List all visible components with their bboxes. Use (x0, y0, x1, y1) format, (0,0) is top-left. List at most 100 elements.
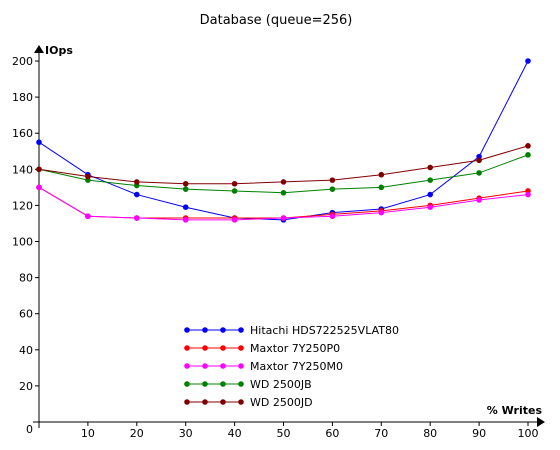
data-point (378, 184, 385, 191)
legend-swatch-marker (238, 399, 244, 405)
y-tick-label: 80 (19, 272, 33, 285)
legend-swatch-marker (238, 345, 244, 351)
axis-ticks: 20 40 60 80 100 120 140 160 180 200 0 10 20 30 40 50 60 7… (12, 55, 539, 440)
y-tick-label: 160 (12, 127, 33, 140)
data-point (476, 197, 482, 203)
x-tick-label: 20 (130, 427, 144, 440)
x-tick-label: 60 (325, 427, 339, 440)
y-tick-label: 200 (12, 55, 33, 68)
x-tick-label: 90 (472, 427, 486, 440)
series-layer (36, 58, 531, 223)
data-point (134, 215, 140, 221)
data-point (280, 215, 287, 221)
data-point (36, 139, 42, 146)
x-tick-label: 10 (81, 427, 95, 440)
legend-label: Maxtor 7Y250P0 (250, 342, 340, 355)
data-point (36, 166, 42, 173)
data-point (525, 152, 531, 158)
legend-swatch-marker (184, 363, 190, 369)
legend-item: WD 2500JD (184, 396, 313, 409)
x-tick-label: 50 (277, 427, 291, 440)
x-axis-arrow (537, 417, 545, 427)
legend-swatch-marker (184, 327, 190, 333)
series-wd-2500jd (36, 143, 531, 187)
data-point (182, 204, 189, 211)
chart-title: Database (queue=256) (200, 13, 353, 28)
data-point (378, 171, 385, 178)
y-tick-label: 120 (12, 199, 33, 212)
data-point (427, 177, 434, 183)
data-point (476, 157, 482, 164)
x-tick-label: 30 (179, 427, 193, 440)
y-tick-label: 60 (19, 308, 33, 321)
y-tick-label: 100 (12, 236, 33, 249)
y-tick-label: 180 (12, 91, 33, 104)
series-hitachi-hds722525vlat80 (36, 58, 531, 223)
data-point (476, 170, 482, 176)
data-point (231, 180, 238, 187)
x-tick-label: 40 (228, 427, 242, 440)
legend-swatch-marker (220, 363, 226, 369)
data-point (85, 173, 91, 180)
data-point (329, 177, 336, 183)
legend-item: Maxtor 7Y250P0 (184, 342, 340, 355)
legend-swatch-marker (202, 345, 208, 351)
data-point (427, 164, 434, 171)
data-point (36, 184, 42, 191)
series-maxtor-7y250m0 (36, 184, 531, 223)
data-point (280, 179, 287, 185)
x-tick-label: 100 (518, 427, 539, 440)
legend-swatch-marker (238, 327, 244, 333)
data-point (378, 209, 385, 216)
data-point (329, 186, 336, 192)
legend-swatch-marker (184, 399, 190, 405)
legend-swatch-marker (220, 381, 226, 387)
legend-label: WD 2500JD (250, 396, 313, 409)
data-point (134, 191, 140, 198)
data-point (525, 58, 531, 64)
legend-item: Maxtor 7Y250M0 (184, 360, 343, 373)
data-point (182, 180, 189, 187)
origin-label: 0 (26, 423, 33, 436)
y-axis-arrow (34, 45, 44, 53)
data-point (525, 143, 531, 149)
series-line (38, 60, 529, 221)
legend-item: WD 2500JB (184, 378, 312, 391)
legend-swatch-marker (220, 327, 226, 333)
data-point (427, 191, 434, 198)
data-point (329, 213, 336, 220)
y-tick-label: 40 (19, 344, 33, 357)
data-point (182, 186, 189, 192)
legend: Hitachi HDS722525VLAT80 Maxtor 7Y250P0 Max… (184, 324, 399, 409)
data-point (85, 213, 91, 220)
legend-label: Hitachi HDS722525VLAT80 (250, 324, 399, 337)
x-axis-label: % Writes (487, 404, 543, 417)
data-point (427, 204, 434, 211)
data-point (525, 191, 531, 198)
legend-swatch-marker (238, 363, 244, 369)
legend-swatch-marker (184, 345, 190, 351)
x-tick-label: 70 (374, 427, 388, 440)
legend-label: WD 2500JB (250, 378, 312, 391)
legend-swatch-marker (202, 399, 208, 405)
legend-swatch-marker (220, 345, 226, 351)
legend-label: Maxtor 7Y250M0 (250, 360, 343, 373)
legend-swatch-marker (202, 381, 208, 387)
x-tick-label: 80 (423, 427, 437, 440)
legend-swatch-marker (202, 327, 208, 333)
data-point (231, 217, 238, 223)
y-tick-label: 20 (19, 380, 33, 393)
legend-swatch-marker (202, 363, 208, 369)
data-point (134, 179, 140, 185)
y-axis-label: IOps (45, 44, 73, 57)
series-line (38, 154, 529, 194)
data-point (280, 189, 287, 196)
legend-item: Hitachi HDS722525VLAT80 (184, 324, 399, 337)
y-tick-label: 140 (12, 163, 33, 176)
legend-swatch-marker (220, 399, 226, 405)
data-point (231, 188, 238, 194)
axes: IOps % Writes (33, 44, 545, 428)
data-point (182, 217, 189, 223)
